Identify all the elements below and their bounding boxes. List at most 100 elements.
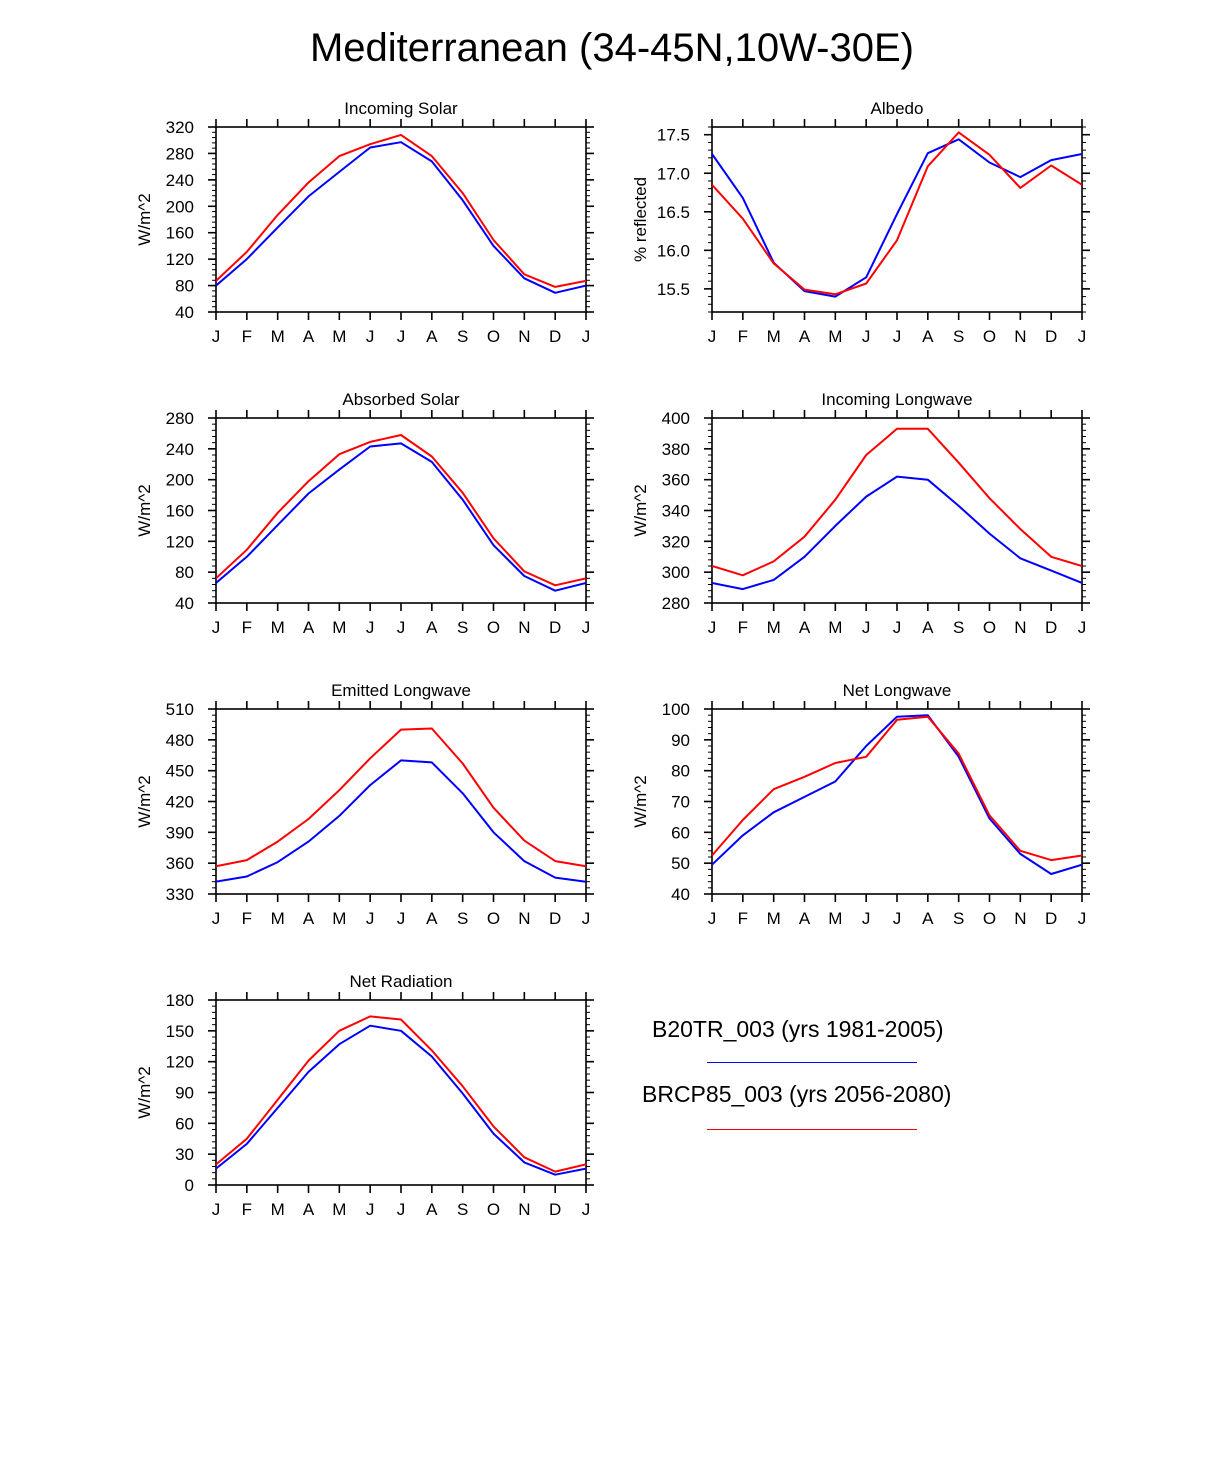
x-tick-label: J	[366, 327, 375, 346]
x-tick-label: F	[738, 618, 748, 637]
x-tick-label: M	[767, 618, 781, 637]
panel-title: Net Longwave	[843, 681, 952, 700]
y-tick-label: 30	[175, 1145, 194, 1164]
y-tick-label: 120	[166, 250, 194, 269]
series-line-brcp85	[712, 131, 1082, 296]
y-tick-label: 360	[166, 854, 194, 873]
x-tick-label: A	[303, 327, 315, 346]
panel-title: Albedo	[871, 99, 924, 118]
y-tick-label: 70	[671, 793, 690, 812]
x-tick-label: J	[862, 618, 871, 637]
y-tick-label: 280	[662, 594, 690, 613]
y-tick-label: 90	[175, 1084, 194, 1103]
x-tick-label: F	[242, 618, 252, 637]
series-line-b20tr	[216, 759, 586, 883]
x-tick-label: D	[549, 1200, 561, 1219]
x-tick-label: F	[242, 909, 252, 928]
x-tick-label: S	[457, 1200, 468, 1219]
y-tick-label: 0	[185, 1176, 194, 1195]
series-line-b20tr	[712, 138, 1082, 298]
y-tick-label: 120	[166, 1053, 194, 1072]
chart-panel-1: J F M A M J J A S O N D J15.516.016.517.017.5Albedo%…	[631, 99, 1090, 346]
x-tick-label: D	[549, 618, 561, 637]
x-tick-label: A	[922, 618, 934, 637]
x-tick-label: O	[487, 1200, 500, 1219]
series-line-brcp85	[216, 727, 586, 868]
x-tick-label: J	[708, 327, 717, 346]
x-tick-label: J	[893, 909, 902, 928]
x-tick-label: O	[983, 327, 996, 346]
x-tick-label: M	[828, 909, 842, 928]
x-tick-label: M	[332, 327, 346, 346]
plot-frame	[215, 126, 587, 313]
legend-label-b20tr: B20TR_003 (yrs 1981-2005)	[652, 1016, 944, 1042]
plot-frame	[215, 999, 587, 1186]
x-tick-label: D	[1045, 909, 1057, 928]
x-tick-label: F	[738, 909, 748, 928]
x-tick-label: S	[457, 327, 468, 346]
x-tick-label: O	[983, 909, 996, 928]
x-tick-label: O	[487, 909, 500, 928]
x-tick-label: M	[271, 327, 285, 346]
x-tick-label: M	[767, 909, 781, 928]
x-tick-label: J	[708, 909, 717, 928]
x-tick-label: M	[332, 618, 346, 637]
y-tick-label: 15.5	[657, 280, 690, 299]
x-tick-label: J	[893, 327, 902, 346]
series-line-b20tr	[712, 714, 1082, 875]
y-tick-label: 17.5	[657, 126, 690, 145]
y-tick-label: 90	[671, 731, 690, 750]
x-tick-label: N	[518, 1200, 530, 1219]
y-axis-label: W/m^2	[631, 484, 650, 536]
x-tick-label: D	[549, 327, 561, 346]
y-tick-label: 80	[671, 762, 690, 781]
legend-label-brcp85: BRCP85_003 (yrs 2056-2080)	[642, 1081, 952, 1107]
x-tick-label: F	[242, 327, 252, 346]
panel-title: Absorbed Solar	[342, 390, 460, 409]
y-tick-label: 320	[662, 532, 690, 551]
chart-panel-2: J F M A M J J A S O N D J4080120160200240280Absorbed…	[135, 390, 594, 637]
y-tick-label: 40	[671, 885, 690, 904]
x-tick-label: J	[1078, 909, 1087, 928]
x-tick-label: O	[983, 618, 996, 637]
x-tick-label: M	[271, 618, 285, 637]
x-tick-label: D	[549, 909, 561, 928]
y-axis-label: W/m^2	[135, 484, 154, 536]
series-line-b20tr	[216, 442, 586, 592]
y-tick-label: 280	[166, 409, 194, 428]
series-line-brcp85	[216, 1015, 586, 1173]
panel-title: Net Radiation	[349, 972, 452, 991]
y-tick-label: 16.0	[657, 241, 690, 260]
x-tick-label: N	[518, 909, 530, 928]
series-line-brcp85	[712, 715, 1082, 862]
plot-frame	[215, 708, 587, 895]
y-tick-label: 380	[662, 440, 690, 459]
y-tick-label: 240	[166, 440, 194, 459]
x-tick-label: F	[242, 1200, 252, 1219]
y-tick-label: 240	[166, 171, 194, 190]
y-tick-label: 50	[671, 854, 690, 873]
x-tick-label: M	[767, 327, 781, 346]
x-tick-label: J	[862, 909, 871, 928]
plot-frame	[711, 708, 1083, 895]
y-tick-label: 100	[662, 700, 690, 719]
chart-panel-0: J F M A M J J A S O N D J4080120160200240280320Incom…	[135, 99, 594, 346]
x-tick-label: J	[397, 327, 406, 346]
y-tick-label: 60	[671, 823, 690, 842]
x-tick-label: N	[1014, 327, 1026, 346]
x-tick-label: J	[1078, 327, 1087, 346]
x-tick-label: A	[303, 1200, 315, 1219]
x-tick-label: O	[487, 327, 500, 346]
x-tick-label: J	[582, 327, 591, 346]
x-tick-label: F	[738, 327, 748, 346]
y-tick-label: 400	[662, 409, 690, 428]
x-tick-label: S	[953, 909, 964, 928]
y-axis-label: W/m^2	[135, 193, 154, 245]
y-tick-label: 40	[175, 594, 194, 613]
series-line-b20tr	[216, 141, 586, 294]
series-line-b20tr	[216, 1024, 586, 1176]
x-tick-label: N	[1014, 909, 1026, 928]
y-tick-label: 330	[166, 885, 194, 904]
